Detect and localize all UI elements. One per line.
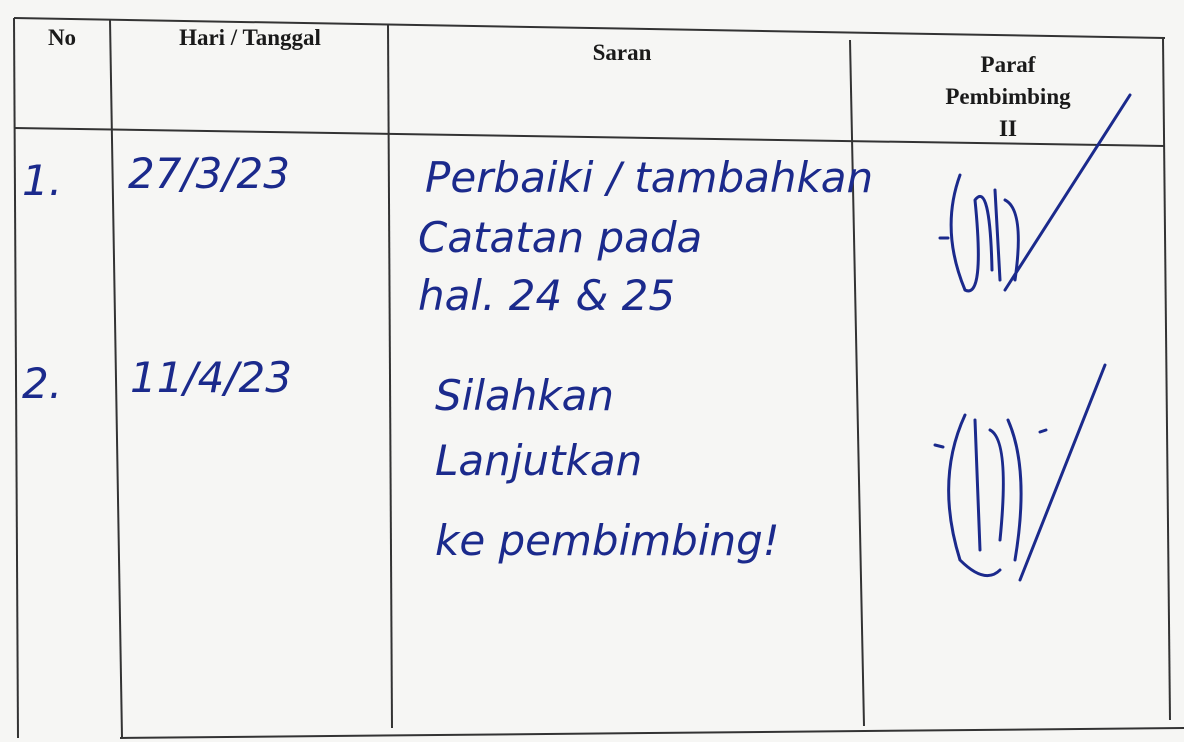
row-saran: Lanjutkan <box>435 436 642 485</box>
header-saran: Saran <box>593 40 652 65</box>
row-saran: Catatan pada <box>418 213 702 262</box>
header-paraf: Pembimbing <box>945 84 1071 109</box>
row-saran: hal. 24 & 25 <box>418 271 675 320</box>
row-date: 27/3/23 <box>128 149 290 198</box>
header-tanggal: Hari / Tanggal <box>179 25 321 50</box>
row-no: 2. <box>22 359 62 408</box>
row-saran: ke pembimbing! <box>435 516 780 565</box>
table-grid <box>13 17 1184 739</box>
left-border <box>13 17 19 739</box>
header-no: No <box>48 25 76 50</box>
header-paraf: Paraf <box>981 52 1036 77</box>
right-border <box>1162 37 1171 721</box>
signature <box>938 93 1132 293</box>
col-line <box>387 24 393 729</box>
col-line <box>849 39 865 727</box>
row-date: 11/4/23 <box>130 353 292 402</box>
row-saran: Silahkan <box>435 371 614 420</box>
signature <box>933 363 1107 582</box>
top-border <box>13 17 1166 39</box>
header-line <box>13 127 1166 147</box>
row-no: 1. <box>22 156 62 205</box>
row-saran: Perbaiki / tambahkan <box>425 153 873 202</box>
header-paraf: II <box>999 116 1017 141</box>
bottom-border <box>119 727 1184 739</box>
col-line <box>109 19 123 739</box>
